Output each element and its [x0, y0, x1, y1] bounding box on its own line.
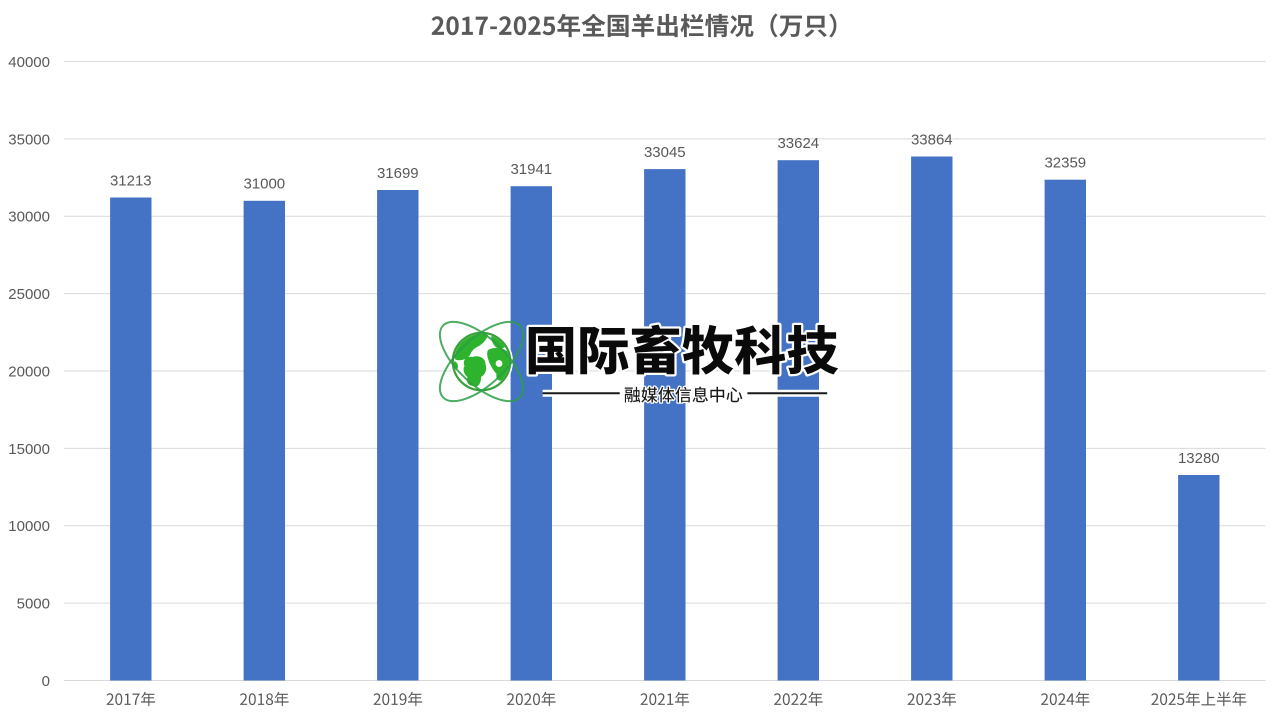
svg-text:13280: 13280	[1178, 450, 1220, 467]
svg-text:31941: 31941	[510, 161, 552, 178]
svg-text:31000: 31000	[243, 176, 285, 193]
svg-text:10000: 10000	[8, 518, 50, 535]
svg-text:32359: 32359	[1044, 155, 1086, 172]
svg-text:40000: 40000	[8, 54, 50, 71]
svg-text:0: 0	[42, 673, 50, 690]
svg-text:35000: 35000	[8, 131, 50, 148]
svg-text:25000: 25000	[8, 286, 50, 303]
svg-text:5000: 5000	[17, 596, 50, 613]
svg-text:33624: 33624	[777, 135, 819, 152]
svg-text:33045: 33045	[644, 144, 686, 161]
svg-text:31699: 31699	[377, 165, 419, 182]
svg-text:15000: 15000	[8, 441, 50, 458]
svg-text:31213: 31213	[110, 172, 152, 189]
svg-text:20000: 20000	[8, 363, 50, 380]
svg-text:33864: 33864	[911, 131, 953, 148]
svg-text:30000: 30000	[8, 209, 50, 226]
